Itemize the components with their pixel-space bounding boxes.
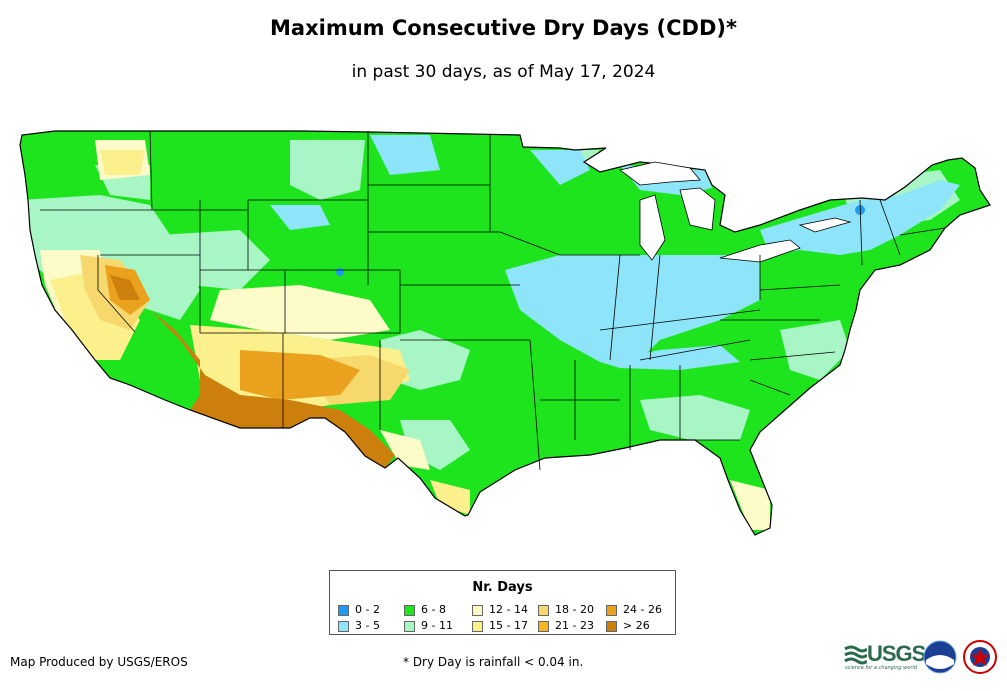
usgs-wave-icon — [844, 645, 867, 665]
legend-item-12-14: 12 - 14 — [472, 603, 528, 616]
legend-item-0-2: 0 - 2 — [338, 603, 380, 616]
legend-label: 6 - 8 — [421, 603, 446, 616]
usgs-tagline: science for a changing world — [845, 665, 917, 671]
usgs-wordmark: USGS — [867, 641, 926, 666]
map-title: Maximum Consecutive Dry Days (CDD)* — [270, 16, 737, 40]
legend-label: 15 - 17 — [489, 619, 528, 632]
legend-swatch — [338, 620, 349, 632]
legend-item-18-20: 18 - 20 — [538, 603, 594, 616]
usgs-logo: USGS science for a changing world — [843, 640, 926, 674]
legend-swatch — [404, 620, 415, 632]
legend-item-9-11: 9 - 11 — [404, 619, 453, 632]
legend-label: 0 - 2 — [355, 603, 380, 616]
legend-item-6-8: 6 - 8 — [404, 603, 446, 616]
legend-swatch — [338, 604, 349, 616]
state-borders — [40, 130, 946, 471]
legend-item-21-23: 21 - 23 — [538, 619, 594, 632]
legend-item-15-17: 15 - 17 — [472, 619, 528, 632]
legend-label: 24 - 26 — [623, 603, 662, 616]
legend-swatch — [538, 620, 549, 632]
noaa-logo — [923, 640, 957, 674]
map-subtitle: in past 30 days, as of May 17, 2024 — [351, 62, 656, 82]
legend-swatch — [472, 604, 483, 616]
legend-item-over-26: > 26 — [606, 619, 650, 632]
legend-item-3-5: 3 - 5 — [338, 619, 380, 632]
legend-label: 3 - 5 — [355, 619, 380, 632]
legend-swatch — [606, 604, 617, 616]
legend-label: 18 - 20 — [555, 603, 594, 616]
legend-title: Nr. Days — [472, 580, 533, 595]
legend-label: 9 - 11 — [421, 619, 453, 632]
legend-swatch — [472, 620, 483, 632]
legend-label: 21 - 23 — [555, 619, 594, 632]
legend-swatch — [404, 604, 415, 616]
legend-swatch — [606, 620, 617, 632]
legend-label: 12 - 14 — [489, 603, 528, 616]
legend-swatch — [538, 604, 549, 616]
legend: Nr. Days 0 - 2 3 - 5 6 - 8 9 - 11 12 - 1… — [329, 570, 676, 635]
legend-label: > 26 — [623, 619, 650, 632]
producer-credit: Map Produced by USGS/EROS — [10, 655, 188, 669]
nws-logo — [963, 640, 997, 674]
legend-item-24-26: 24 - 26 — [606, 603, 662, 616]
dry-day-footnote: * Dry Day is rainfall < 0.04 in. — [403, 655, 584, 669]
